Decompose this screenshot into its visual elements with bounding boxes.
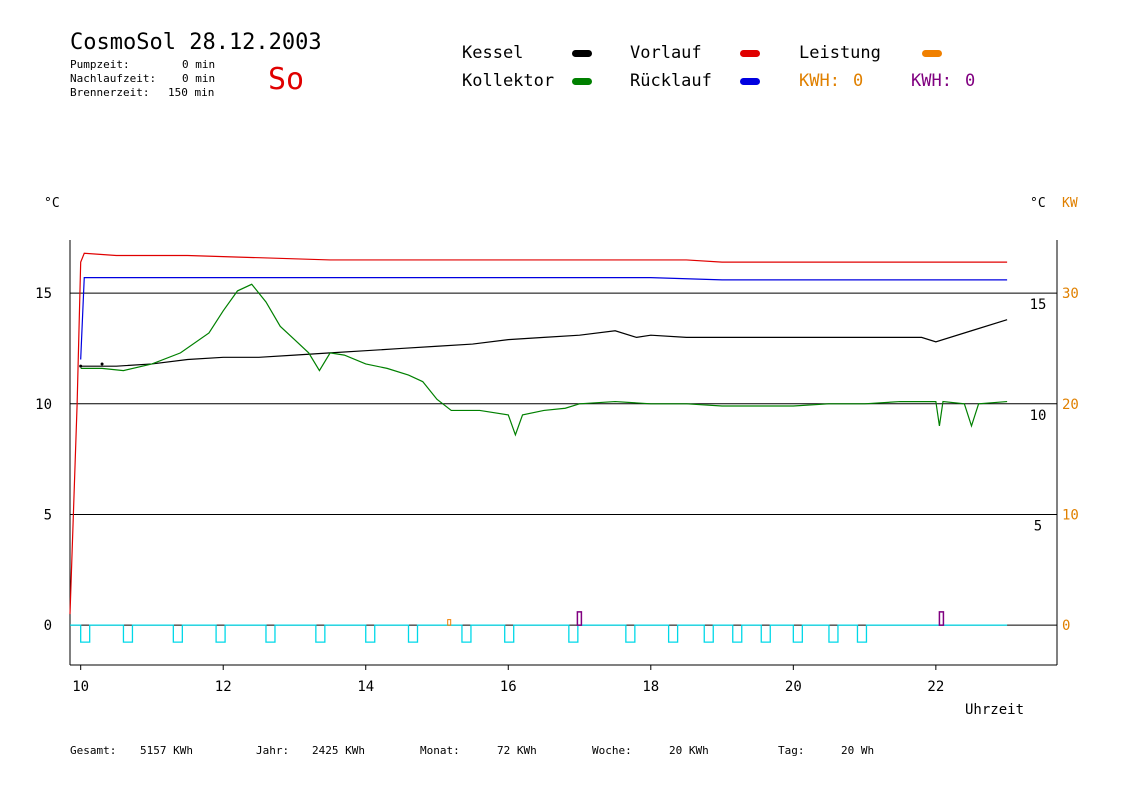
y-kw-axis-label: KW: [1062, 196, 1078, 211]
x-tick-label-20: 20: [785, 679, 802, 695]
footer-monat-value: 72 KWh: [497, 744, 537, 757]
stat-nachlaufzeit-value: 0 min: [182, 72, 216, 85]
leistung-pulse-0: [447, 619, 452, 626]
footer-jahr-value: 2425 KWh: [312, 744, 365, 757]
weekday-label: So: [268, 62, 305, 97]
legend-ruecklauf-label: Rücklauf: [630, 71, 712, 91]
x-tick-label-10: 10: [72, 679, 89, 695]
legend-kwh2-label: KWH:: [911, 71, 952, 91]
legend-kollektor-swatch: [572, 78, 592, 85]
footer-tag-label: Tag:: [778, 744, 805, 757]
x-tick-label-14: 14: [357, 679, 374, 695]
kessel-point-1: [100, 362, 104, 366]
kwh-pulse-0: [576, 611, 583, 626]
legend-vorlauf-swatch: [740, 50, 760, 57]
x-tick-label-22: 22: [927, 679, 944, 695]
chart-title: CosmoSol 28.12.2003: [70, 30, 322, 55]
footer-gesamt-value: 5157 KWh: [140, 744, 193, 757]
footer-tag-value: 20 Wh: [841, 744, 875, 757]
y-left-tick-0: 0: [44, 618, 52, 634]
legend-kessel-label: Kessel: [462, 43, 524, 63]
footer-woche-label: Woche:: [592, 744, 632, 757]
legend-kwh1-label: KWH:: [799, 71, 840, 91]
y-kw-tick-30: 30: [1062, 286, 1079, 302]
footer-jahr-label: Jahr:: [256, 744, 290, 757]
y-left-tick-15: 15: [35, 286, 52, 302]
kessel-point-0: [79, 364, 83, 368]
legend-leistung-label: Leistung: [799, 43, 881, 63]
footer-woche-value: 20 KWh: [669, 744, 709, 757]
stat-brennerzeit-value: 150 min: [168, 86, 215, 99]
legend-kessel-swatch: [572, 50, 592, 57]
legend-kwh2-value: 0: [965, 71, 976, 91]
y-right-tick-10: 10: [1030, 408, 1047, 424]
x-tick-label-12: 12: [215, 679, 232, 695]
legend-vorlauf-label: Vorlauf: [630, 43, 702, 63]
x-axis-label: Uhrzeit: [965, 702, 1024, 718]
y-kw-tick-10: 10: [1062, 507, 1079, 523]
kwh-pulse-1: [938, 611, 945, 626]
series-line-kessel: [80, 319, 1008, 367]
x-tick-label-18: 18: [642, 679, 659, 695]
y-right-axis-label: °C: [1030, 196, 1046, 211]
stat-nachlaufzeit-label: Nachlaufzeit:: [70, 72, 157, 85]
stat-pumpzeit-value: 0 min: [182, 58, 216, 71]
y-kw-tick-20: 20: [1062, 397, 1079, 413]
series-line-rücklauf: [80, 277, 1008, 360]
legend-leistung-swatch: [922, 50, 942, 57]
y-left-tick-5: 5: [44, 507, 52, 523]
y-kw-tick-0: 0: [1062, 618, 1070, 634]
legend-ruecklauf-swatch: [740, 78, 760, 85]
series-line-kollektor: [80, 283, 1008, 437]
legend-kwh1-value: 0: [853, 71, 864, 91]
legend-kollektor-label: Kollektor: [462, 71, 555, 91]
y-left-tick-10: 10: [35, 397, 52, 413]
stat-brennerzeit-label: Brennerzeit:: [70, 86, 150, 99]
pump-status-line: [70, 624, 1008, 643]
stat-pumpzeit-label: Pumpzeit:: [70, 58, 130, 71]
x-tick-label-16: 16: [500, 679, 517, 695]
y-right-tick-15: 15: [1030, 297, 1047, 313]
series-line-vorlauf: [69, 252, 1008, 615]
y-left-axis-label: °C: [44, 196, 60, 211]
footer-gesamt-label: Gesamt:: [70, 744, 117, 757]
footer-monat-label: Monat:: [420, 744, 460, 757]
y-right-tick-5: 5: [1034, 518, 1042, 534]
